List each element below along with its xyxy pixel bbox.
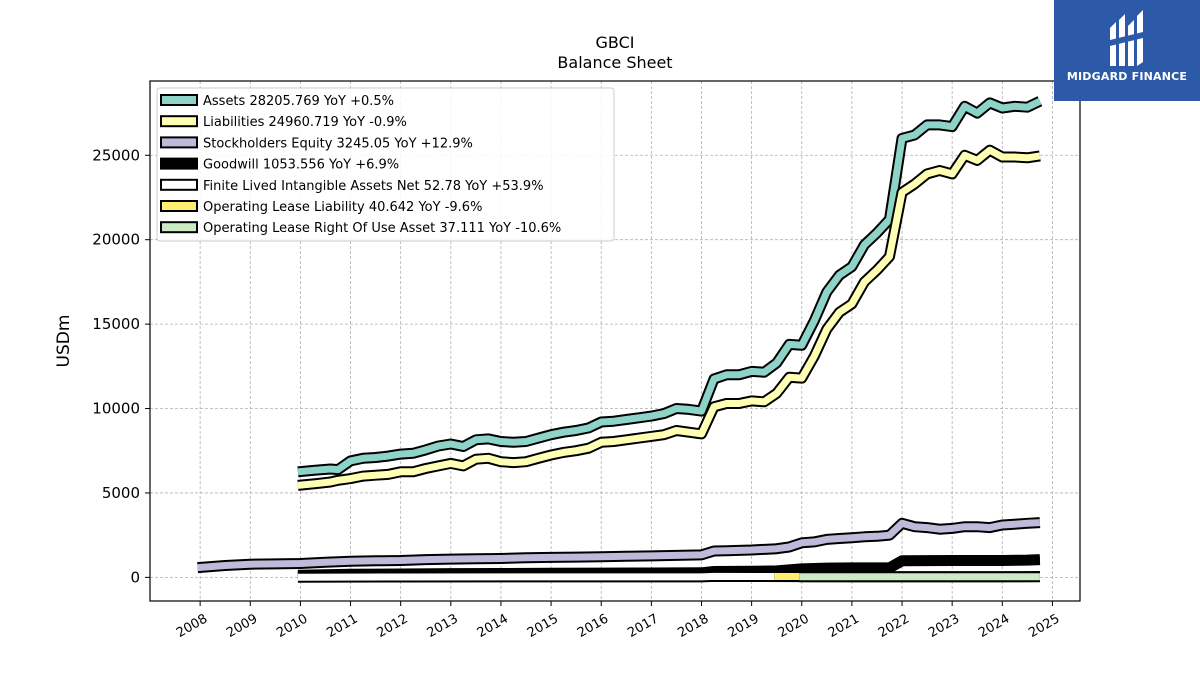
legend-swatch bbox=[160, 136, 198, 149]
legend-label: Finite Lived Intangible Assets Net 52.78… bbox=[203, 179, 544, 194]
x-tick-label: 2022 bbox=[876, 611, 912, 641]
x-tick-label: 2013 bbox=[425, 611, 461, 641]
x-tick-label: 2009 bbox=[224, 611, 260, 641]
legend-swatch bbox=[160, 115, 198, 128]
x-tick-label: 2024 bbox=[976, 611, 1012, 641]
x-tick-label: 2020 bbox=[776, 611, 812, 641]
series-assets bbox=[297, 96, 1043, 478]
x-tick-label: 2018 bbox=[675, 611, 711, 641]
legend-label: Goodwill 1053.556 YoY +6.9% bbox=[203, 158, 399, 173]
x-tick-label: 2019 bbox=[725, 611, 761, 641]
x-tick-label: 2012 bbox=[375, 611, 411, 641]
x-tick-label: 2017 bbox=[625, 611, 661, 641]
x-tick-label: 2011 bbox=[324, 611, 360, 641]
legend-label: Liabilities 24960.719 YoY -0.9% bbox=[203, 115, 407, 130]
legend-box bbox=[156, 87, 615, 242]
legend: Assets 28205.769 YoY +0.5% Liabilities 24… bbox=[156, 87, 615, 242]
series-line bbox=[197, 519, 1041, 572]
series-line bbox=[297, 146, 1041, 489]
legend-swatch bbox=[160, 200, 198, 212]
y-tick-label: 5000 bbox=[102, 484, 140, 502]
plot-frame bbox=[149, 80, 1081, 602]
y-tick-label: 15000 bbox=[92, 315, 140, 333]
y-axis: 0 5000 10000 15000 20000 25000 bbox=[92, 146, 150, 586]
series-liabilities bbox=[297, 144, 1041, 491]
legend-swatch bbox=[160, 157, 198, 170]
y-tick-label: 25000 bbox=[92, 146, 140, 164]
brand-logo: MIDGARD FINANCE bbox=[1054, 0, 1200, 101]
x-tick-label: 2016 bbox=[575, 611, 611, 641]
series-line bbox=[297, 98, 1042, 476]
y-axis-label: USDm bbox=[54, 315, 74, 368]
legend-label: Operating Lease Right Of Use Asset 37.11… bbox=[203, 221, 561, 236]
series-stockholders-equity bbox=[197, 517, 1041, 574]
legend-label: Assets 28205.769 YoY +0.5% bbox=[203, 94, 394, 109]
x-tick-label: 2010 bbox=[274, 611, 310, 641]
y-tick-label: 0 bbox=[130, 568, 140, 586]
y-tick-label: 10000 bbox=[92, 400, 140, 418]
x-tick-label: 2025 bbox=[1026, 611, 1062, 641]
x-tick-label: 2008 bbox=[174, 611, 210, 641]
series-layer bbox=[197, 96, 1043, 583]
chart-subtitle: Balance Sheet bbox=[557, 53, 672, 72]
midgard-logo-icon bbox=[1110, 10, 1143, 66]
legend-swatch bbox=[160, 178, 198, 191]
x-tick-label: 2023 bbox=[926, 611, 962, 641]
legend-swatch bbox=[160, 94, 198, 106]
brand-name: MIDGARD FINANCE bbox=[1066, 70, 1188, 83]
y-tick-label: 20000 bbox=[92, 231, 140, 249]
legend-label: Stockholders Equity 3245.05 YoY +12.9% bbox=[203, 136, 473, 151]
x-tick-label: 2021 bbox=[826, 611, 862, 641]
x-axis: 2008 2009 2010 2011 2012 2013 2014 2015 2016 2017… bbox=[174, 601, 1062, 641]
legend-label: Operating Lease Liability 40.642 YoY -9.… bbox=[203, 200, 482, 215]
chart-title: GBCI bbox=[596, 33, 635, 52]
legend-swatch bbox=[160, 221, 198, 234]
x-tick-label: 2014 bbox=[475, 611, 511, 641]
x-tick-label: 2015 bbox=[525, 611, 561, 641]
